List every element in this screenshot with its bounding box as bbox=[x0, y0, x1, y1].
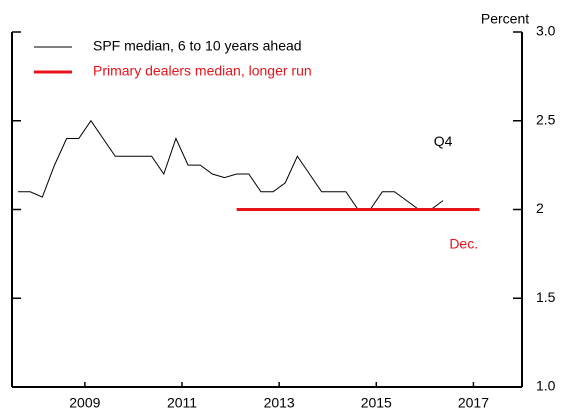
legend-label: SPF median, 6 to 10 years ahead bbox=[93, 38, 302, 54]
x-tick-label: 2011 bbox=[167, 395, 197, 411]
line-series bbox=[18, 119, 444, 210]
y-tick-label: 3.0 bbox=[536, 23, 556, 39]
x-tick-label: 2017 bbox=[458, 395, 489, 411]
x-tick-label: 2015 bbox=[361, 395, 392, 411]
y-tick-label: 2.5 bbox=[536, 111, 556, 127]
y-tick-label: 2 bbox=[536, 200, 544, 216]
y-tick-label: 1.0 bbox=[536, 378, 556, 394]
annotation: Q4 bbox=[434, 133, 453, 149]
x-tick-label: 2009 bbox=[69, 395, 100, 411]
x-tick-label: 2013 bbox=[264, 395, 295, 411]
legend-label: Primary dealers median, longer run bbox=[93, 63, 312, 79]
y-axis-label: Percent bbox=[481, 11, 529, 27]
annotation: Dec. bbox=[449, 236, 478, 252]
y-tick-label: 1.5 bbox=[536, 289, 556, 305]
